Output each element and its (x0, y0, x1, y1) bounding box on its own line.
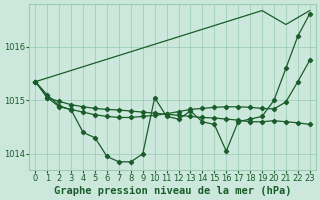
X-axis label: Graphe pression niveau de la mer (hPa): Graphe pression niveau de la mer (hPa) (54, 186, 291, 196)
